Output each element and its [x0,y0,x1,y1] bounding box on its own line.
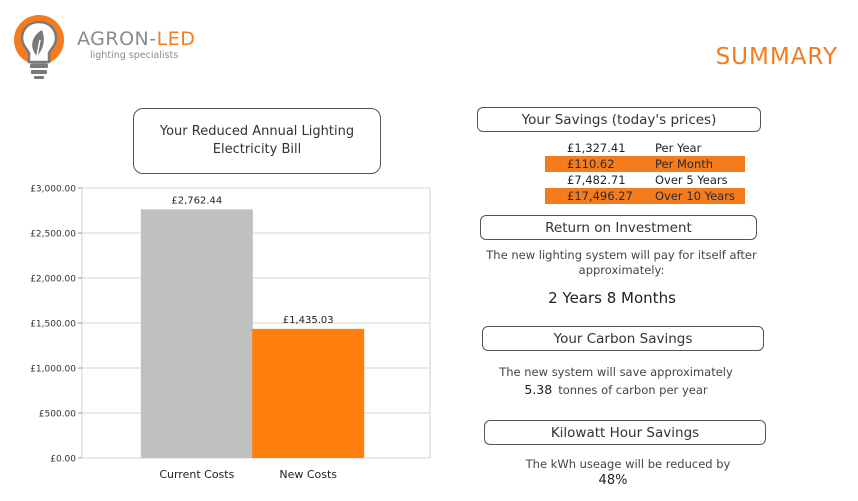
kwh-value: 48% [598,473,628,488]
brand-tagline: lighting specialists [90,50,179,61]
savings-period: Over 10 Years [655,189,735,203]
roi-value: 2 Years 8 Months [548,289,676,307]
savings-period: Per Month [655,157,714,171]
carbon-description: The new system will save approximately [499,365,733,379]
savings-amount: £1,327.41 [567,141,626,155]
bar [252,328,365,458]
roi-description: The new lighting system will pay for its… [486,248,757,277]
savings-row-5-years: £7,482.71 Over 5 Years [545,172,745,188]
y-tick-label: £2,000.00 [30,275,76,285]
savings-row-month: £110.62 Per Month [545,156,745,172]
savings-amount: £110.62 [567,157,615,171]
kwh-description: The kWh useage will be reduced by [525,457,731,471]
savings-period: Per Year [655,141,702,155]
x-tick-label: Current Costs [159,468,234,481]
carbon-value: 5.38 [524,382,553,397]
kwh-heading: Kilowatt Hour Savings [484,420,766,445]
roi-heading: Return on Investment [480,215,757,240]
y-tick-label: £2,500.00 [30,230,76,240]
data-label: £2,762.44 [171,195,222,206]
brand-name: AGRON-LED [77,28,195,50]
y-tick-label: £1,500.00 [30,320,76,330]
data-label: £1,435.03 [283,315,334,326]
lightbulb-logo-icon [14,15,64,79]
brand-name-main: AGRON- [77,28,157,50]
y-tick-label: £0.00 [50,455,76,465]
savings-amount: £7,482.71 [567,173,626,187]
carbon-heading: Your Carbon Savings [482,326,764,351]
savings-period: Over 5 Years [655,173,728,187]
carbon-amount-line: 5.38 tonnes of carbon per year [478,382,754,397]
savings-heading: Your Savings (today's prices) [477,107,761,132]
x-tick-label: New Costs [279,468,337,481]
y-tick-label: £3,000.00 [30,185,76,195]
brand-name-accent: LED [156,28,196,50]
chart-title: Your Reduced Annual Lighting Electricity… [133,108,381,174]
savings-row-year: £1,327.41 Per Year [545,140,745,156]
y-tick-label: £1,000.00 [30,365,76,375]
y-tick-label: £500.00 [39,410,76,420]
bar-chart: £0.00 £500.00 £1,000.00 £1,500.00 £2,000.00 £… [30,185,431,481]
page-title: SUMMARY [715,44,838,70]
savings-row-10-years: £17,496.27 Over 10 Years [545,188,745,204]
carbon-suffix: tonnes of carbon per year [558,383,708,397]
bar [140,209,253,458]
savings-amount: £17,496.27 [567,189,633,203]
